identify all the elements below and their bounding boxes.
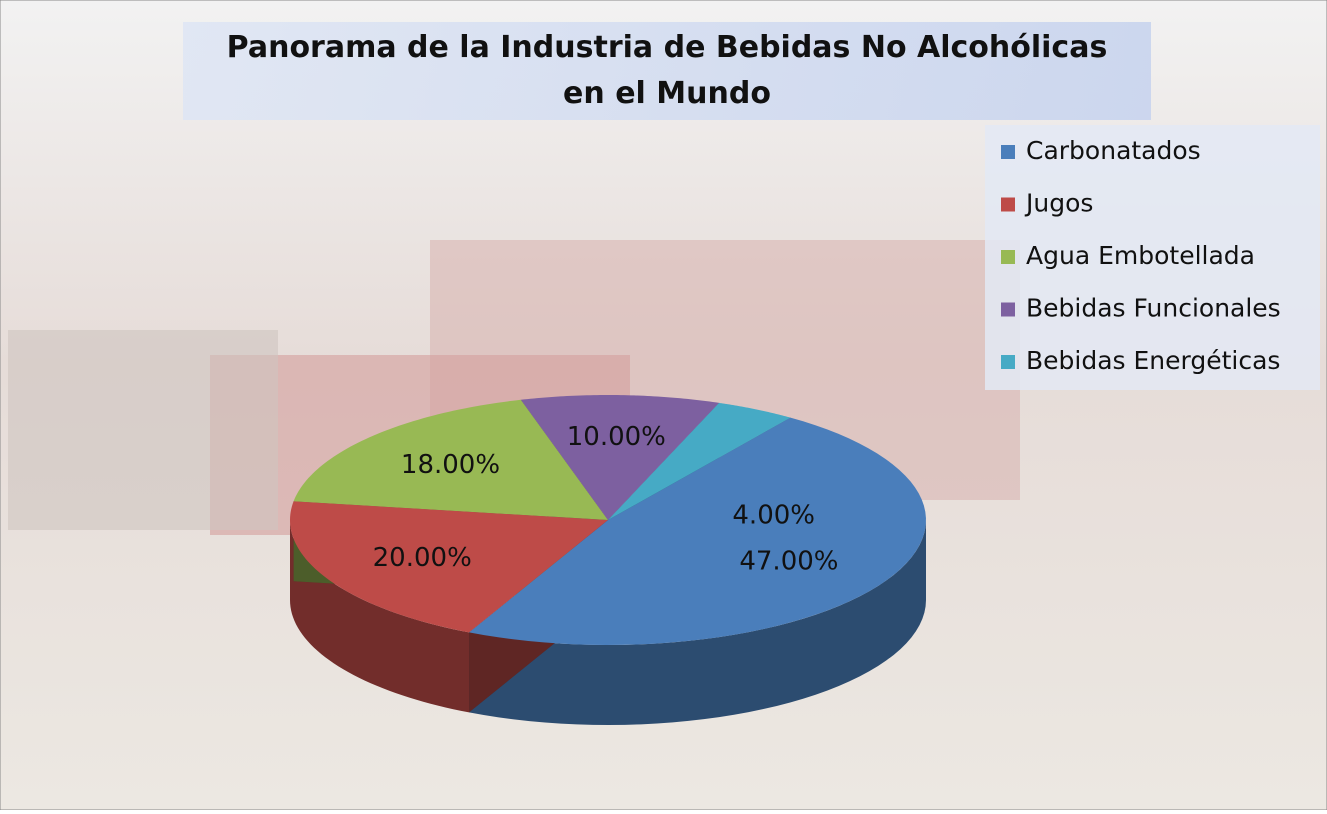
data-label: 47.00%: [739, 546, 838, 576]
background-stall: [8, 330, 278, 530]
chart: Panorama de la Industria de Bebidas No A…: [0, 0, 1327, 810]
legend-swatch: [1001, 198, 1015, 212]
legend-swatch: [1001, 355, 1015, 369]
data-label: 10.00%: [567, 422, 666, 452]
legend-label: Bebidas Funcionales: [1026, 294, 1281, 323]
legend-label: Jugos: [1024, 189, 1093, 218]
data-label: 20.00%: [373, 543, 472, 573]
data-label: 18.00%: [401, 450, 500, 480]
data-label: 4.00%: [732, 501, 815, 531]
title-wrap: Panorama de la Industria de Bebidas No A…: [183, 22, 1151, 120]
legend-label: Bebidas Energéticas: [1026, 346, 1280, 375]
legend-swatch: [1001, 303, 1015, 317]
chart-title: Panorama de la Industria de Bebidas No A…: [183, 22, 1151, 120]
legend-swatch: [1001, 145, 1015, 159]
legend-label: Carbonatados: [1026, 136, 1201, 165]
legend-label: Agua Embotellada: [1026, 241, 1255, 270]
legend-swatch: [1001, 250, 1015, 264]
